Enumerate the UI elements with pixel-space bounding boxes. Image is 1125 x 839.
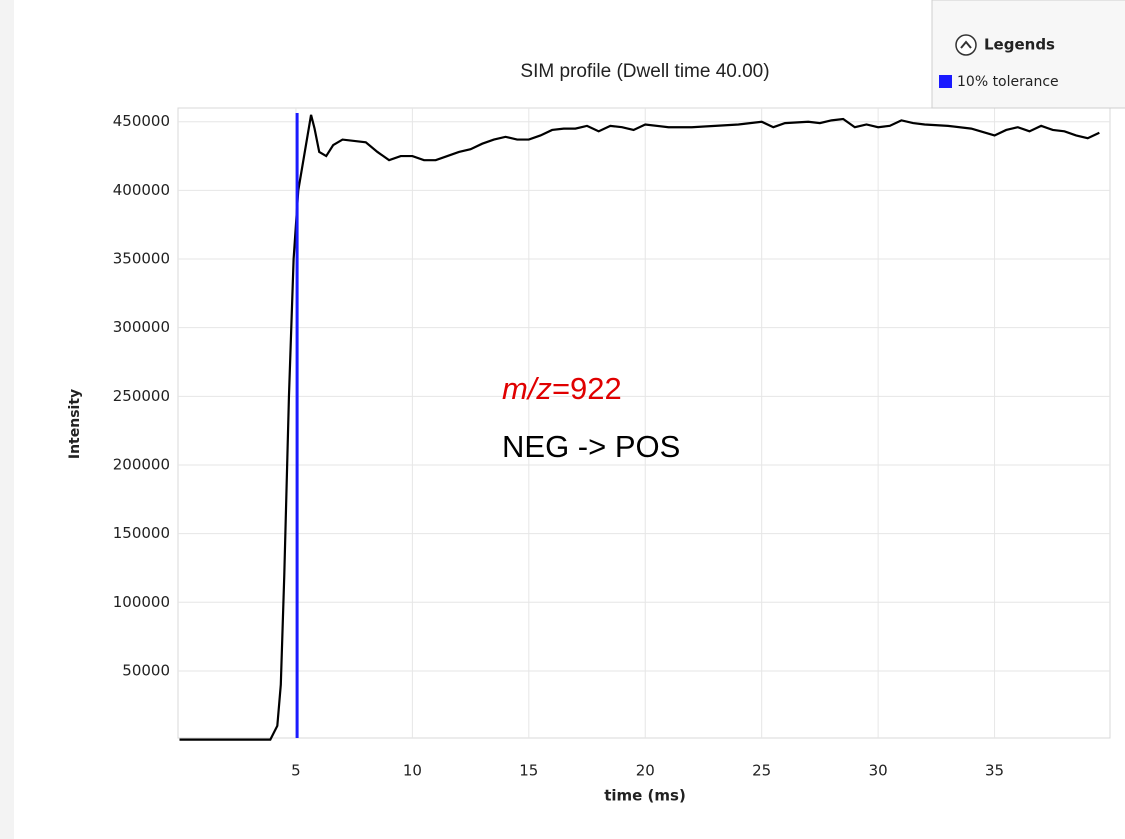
y-tick-label: 250000 bbox=[113, 387, 170, 405]
y-tick-label: 150000 bbox=[113, 524, 170, 542]
x-tick-label: 30 bbox=[869, 762, 888, 780]
x-tick-label: 20 bbox=[636, 762, 655, 780]
y-tick-label: 200000 bbox=[113, 455, 170, 473]
y-tick-label: 400000 bbox=[113, 181, 170, 199]
y-axis-label: Intensity bbox=[67, 389, 83, 459]
chart-title: SIM profile (Dwell time 40.00) bbox=[520, 61, 769, 82]
y-tick-label: 100000 bbox=[113, 593, 170, 611]
legend-title: Legends bbox=[984, 36, 1055, 54]
y-tick-label: 300000 bbox=[113, 318, 170, 336]
x-tick-label: 15 bbox=[519, 762, 538, 780]
x-tick-label: 10 bbox=[403, 762, 422, 780]
plot-area bbox=[177, 107, 1111, 739]
y-tick-label: 450000 bbox=[113, 112, 170, 130]
annotation: m/z=922 bbox=[502, 371, 622, 406]
collapse-icon bbox=[960, 40, 972, 49]
x-tick-label: 5 bbox=[291, 762, 301, 780]
y-tick-label: 50000 bbox=[122, 661, 170, 679]
x-axis-label: time (ms) bbox=[604, 787, 686, 805]
collapse-button[interactable] bbox=[955, 34, 977, 56]
legend-panel: Legends 10% tolerance bbox=[931, 0, 1125, 109]
x-tick-label: 35 bbox=[985, 762, 1004, 780]
legend-swatch bbox=[939, 75, 952, 88]
x-tick-label: 25 bbox=[752, 762, 771, 780]
annotation: NEG -> POS bbox=[502, 429, 680, 464]
annotation-rest: =922 bbox=[552, 371, 622, 406]
y-tick-label: 350000 bbox=[113, 250, 170, 268]
data-line bbox=[179, 114, 1100, 741]
legend-entry: 10% tolerance bbox=[957, 74, 1059, 90]
window-edge bbox=[0, 0, 14, 839]
annotation-italic: m/z bbox=[502, 371, 552, 406]
